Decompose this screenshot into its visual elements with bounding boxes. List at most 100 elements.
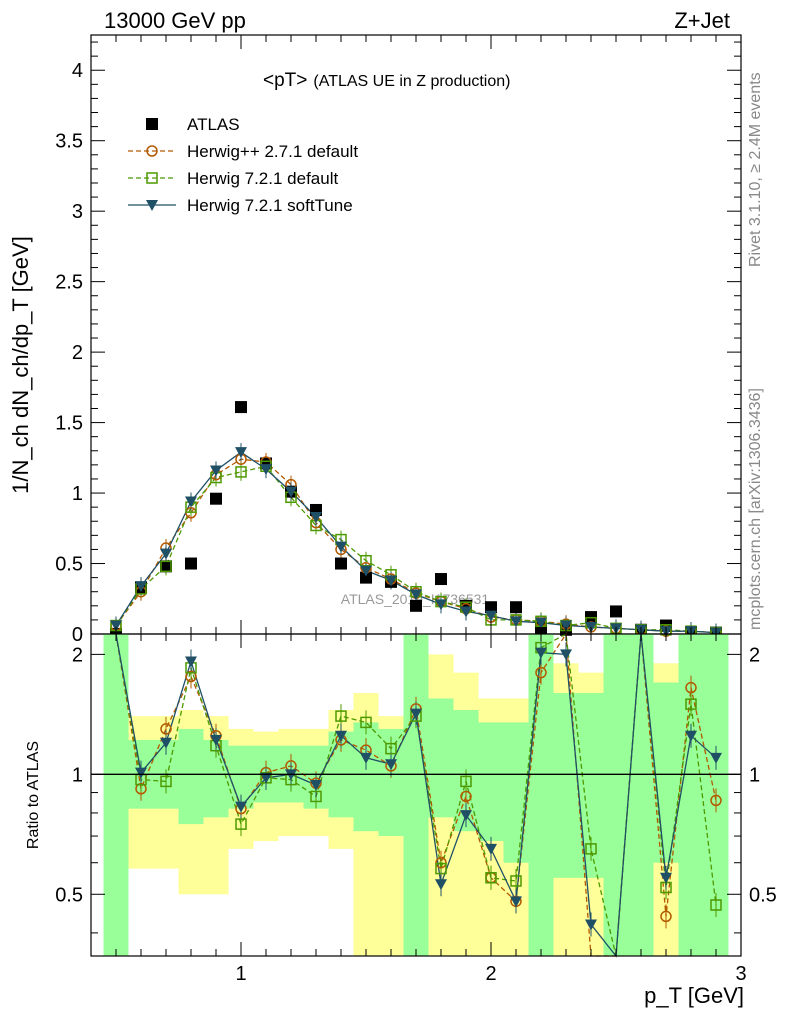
ratio-point bbox=[435, 862, 447, 875]
data-point bbox=[335, 557, 347, 570]
ratio-point bbox=[685, 681, 697, 694]
data-point bbox=[110, 620, 122, 632]
ratio-axes: 0.5 0.5 1 1 2 2 1 2 3 bbox=[55, 633, 777, 985]
ratio-point bbox=[335, 710, 347, 722]
band-green bbox=[503, 722, 529, 863]
ratio-point bbox=[685, 730, 697, 742]
rivet-label: Rivet 3.1.10, ≥ 2.4M events bbox=[747, 72, 764, 267]
ratio-point bbox=[485, 872, 497, 884]
chart-title: <pT> (ATLAS UE in Z production) bbox=[263, 70, 510, 91]
y-tick-label: 4 bbox=[72, 60, 83, 82]
x-axis-label: p_T [GeV] bbox=[644, 983, 744, 1008]
ratio-y-tick-label-right: 2 bbox=[749, 644, 760, 666]
data-point bbox=[160, 548, 172, 560]
ratio-series-marks bbox=[135, 641, 722, 931]
legend-marker bbox=[146, 118, 158, 130]
ratio-point bbox=[560, 649, 572, 661]
data-point bbox=[185, 496, 197, 508]
legend: ATLAS Herwig++ 2.7.1 default Herwig 7.2.1 … bbox=[128, 115, 358, 215]
data-point bbox=[335, 541, 347, 553]
x-tick-label: 2 bbox=[485, 963, 496, 985]
ratio-point bbox=[385, 759, 397, 771]
main-axes: 0 0.5 1 1.5 2 2.5 3 3.5 4 bbox=[55, 34, 742, 646]
data-point bbox=[185, 557, 197, 570]
y-tick-label: 3 bbox=[72, 201, 83, 223]
data-point bbox=[485, 610, 497, 622]
ratio-point bbox=[660, 872, 672, 884]
ratio-point bbox=[335, 730, 347, 742]
ratio-point bbox=[210, 734, 222, 746]
ratio-point bbox=[685, 698, 697, 710]
header-right: Z+Jet bbox=[674, 8, 730, 33]
band-green bbox=[428, 698, 454, 818]
y-tick-label: 2 bbox=[72, 342, 83, 364]
ratio-point bbox=[160, 723, 172, 735]
data-point bbox=[410, 589, 422, 601]
ratio-point bbox=[585, 843, 597, 855]
data-point bbox=[160, 560, 172, 573]
ratio-point bbox=[410, 708, 422, 720]
ratio-point bbox=[185, 670, 197, 683]
data-point bbox=[510, 616, 522, 628]
ratio-point bbox=[485, 843, 497, 855]
ratio-point bbox=[360, 716, 372, 729]
ratio-point bbox=[535, 666, 547, 679]
ratio-point bbox=[710, 794, 722, 807]
ratio-point bbox=[460, 775, 472, 788]
band-green bbox=[528, 634, 554, 956]
band-green bbox=[403, 634, 429, 956]
legend-label: Herwig 7.2.1 default bbox=[187, 169, 338, 188]
ratio-point bbox=[385, 742, 397, 755]
legend-marker bbox=[146, 172, 158, 184]
y-tick-label: 3.5 bbox=[55, 131, 83, 153]
ratio-point bbox=[460, 810, 472, 822]
y-tick-label: 1 bbox=[72, 483, 83, 505]
ratio-point bbox=[160, 775, 172, 788]
legend-marker bbox=[146, 145, 158, 157]
watermark: ATLAS_2019_I1736531 bbox=[341, 591, 490, 607]
ratio-point bbox=[660, 910, 672, 923]
ratio-point bbox=[135, 783, 147, 795]
ratio-y-tick-label-right: 1 bbox=[749, 764, 760, 786]
data-point bbox=[535, 617, 547, 629]
data-point bbox=[435, 573, 447, 586]
header-left: 13000 GeV pp bbox=[104, 8, 246, 33]
ratio-point bbox=[185, 656, 197, 668]
legend-label: Herwig 7.2.1 softTune bbox=[187, 196, 353, 215]
band-green bbox=[553, 692, 579, 878]
ratio-y-tick-label: 1 bbox=[72, 764, 83, 786]
y-tick-label: 0.5 bbox=[55, 554, 83, 576]
ratio-point bbox=[710, 899, 722, 911]
ratio-point bbox=[235, 801, 247, 813]
data-point bbox=[160, 560, 172, 573]
data-point bbox=[235, 401, 247, 414]
band-green bbox=[603, 634, 629, 956]
main-series-lines bbox=[115, 443, 717, 642]
ratio-point bbox=[535, 647, 547, 659]
data-point bbox=[210, 492, 222, 505]
ratio-y-tick-label: 0.5 bbox=[55, 884, 83, 906]
ratio-point bbox=[435, 856, 447, 869]
data-point bbox=[235, 466, 247, 478]
y-tick-label: 1.5 bbox=[55, 413, 83, 435]
band-green bbox=[478, 722, 504, 842]
data-point bbox=[560, 620, 572, 632]
ratio-point bbox=[260, 772, 272, 784]
data-point bbox=[410, 599, 422, 612]
ratio-point bbox=[585, 919, 597, 931]
data-point bbox=[260, 464, 272, 476]
band-green bbox=[103, 634, 129, 956]
x-tick-label: 1 bbox=[235, 963, 246, 985]
ratio-y-axis-label: Ratio to ATLAS bbox=[25, 741, 42, 849]
data-point bbox=[310, 512, 322, 524]
legend-label: Herwig++ 2.7.1 default bbox=[187, 142, 358, 161]
legend-label: ATLAS bbox=[187, 115, 240, 134]
data-point bbox=[510, 601, 522, 614]
data-point bbox=[360, 571, 372, 584]
ratio-point bbox=[360, 752, 372, 764]
data-point bbox=[210, 465, 222, 477]
data-point bbox=[610, 605, 622, 618]
ratio-point bbox=[460, 790, 472, 803]
ratio-point bbox=[160, 737, 172, 749]
